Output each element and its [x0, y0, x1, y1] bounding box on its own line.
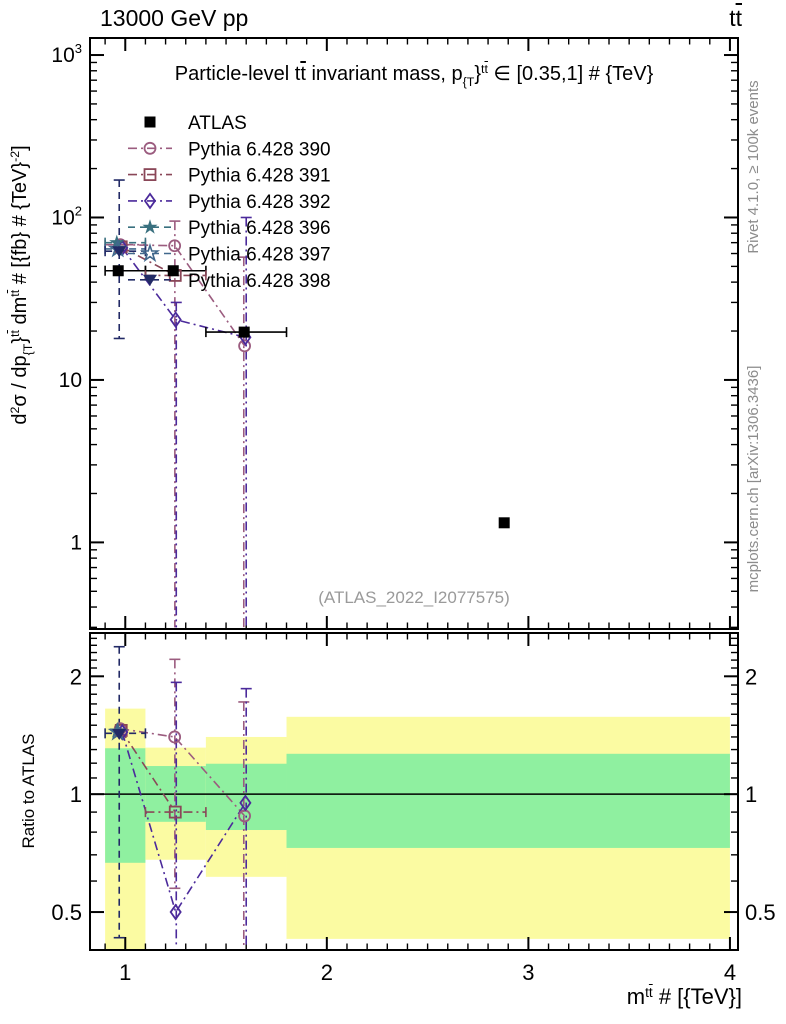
marker-p398-ratio	[112, 728, 127, 740]
marker-atlas-main	[167, 265, 179, 277]
legend-row-p397: Pythia 6.428 397	[128, 242, 331, 266]
ratio-uncertainty-bands	[105, 708, 730, 950]
marker-p398-legend	[143, 274, 157, 286]
x-tick-label-3: 3	[522, 960, 534, 985]
main-y-tick-label-1000: 103	[51, 41, 82, 67]
legend-label-p396: Pythia 6.428 396	[188, 218, 331, 239]
main-y-tick-label-1: 1	[70, 531, 82, 554]
panel-title: Particle-level tt invariant mass, p{T}tt…	[174, 62, 654, 89]
legend-label-p397: Pythia 6.428 397	[188, 245, 331, 266]
watermark-analysis-id: (ATLAS_2022_I2077575)	[318, 588, 510, 607]
legend: ATLAS Pythia 6.428 390 Pythia 6.428 391 Pyt…	[128, 113, 331, 292]
legend-label-atlas: ATLAS	[188, 113, 247, 134]
marker-p391-ratio	[168, 805, 182, 819]
marker-p390-ratio	[168, 730, 182, 744]
legend-row-p390: Pythia 6.428 390	[128, 139, 331, 160]
ratio-y-tick-label-left-0.5: 0.5	[51, 900, 82, 925]
legend-row-p391: Pythia 6.428 391	[128, 166, 331, 187]
legend-label-p390: Pythia 6.428 390	[188, 139, 331, 160]
marker-atlas-main	[238, 326, 250, 338]
ratio-y-tick-label-left-2: 2	[70, 664, 82, 689]
legend-row-p396: Pythia 6.428 396	[128, 218, 331, 239]
main-panel-frame	[89, 37, 739, 630]
side-note-mcplots: mcplots.cern.ch [arXiv:1306.3436]	[745, 365, 762, 593]
legend-row-atlas: ATLAS	[144, 113, 247, 134]
x-tick-label-1: 1	[119, 960, 131, 985]
marker-p392-main	[169, 311, 182, 329]
main-line-p390	[120, 243, 246, 347]
legend-row-p398: Pythia 6.428 398	[128, 271, 331, 292]
ratio-panel-frame	[89, 632, 739, 951]
x-axis-title: mtt # [{TeV}]	[626, 984, 742, 1009]
main-y-tick-label-10: 10	[59, 369, 82, 392]
marker-p390-ratio	[238, 809, 251, 823]
x-tick-label-2: 2	[321, 960, 333, 985]
side-note-rivet: Rivet 4.1.0, ≥ 100k events	[745, 80, 762, 254]
main-y-tick-label-100: 102	[51, 203, 82, 229]
ratio-y-tick-label-right-2: 2	[745, 664, 757, 689]
legend-label-p391: Pythia 6.428 391	[188, 166, 331, 187]
marker-p398-main	[112, 246, 127, 258]
band-green-bin0	[105, 748, 146, 863]
band-green-bin3	[286, 753, 730, 848]
x-tick-label-4: 4	[724, 960, 736, 985]
legend-label-p392: Pythia 6.428 392	[188, 192, 331, 213]
header-process: tt	[729, 5, 742, 31]
marker-p396-legend	[142, 219, 158, 234]
axis-ticks	[90, 38, 738, 950]
marker-p397-legend	[139, 242, 161, 263]
marker-p392-ratio	[239, 794, 252, 812]
marker-atlas-main	[498, 517, 510, 529]
panel-frames	[89, 37, 739, 951]
marker-p392-ratio	[169, 903, 182, 921]
ratio-line-p391	[120, 729, 176, 813]
marker-p390-main	[238, 339, 251, 353]
ratio-y-tick-label-right-1: 1	[745, 782, 757, 807]
legend-label-p398: Pythia 6.428 398	[188, 271, 331, 292]
marker-p391-legend	[143, 168, 157, 182]
marker-atlas-main	[112, 265, 124, 277]
header-beam-energy: 13000 GeV pp	[100, 5, 249, 31]
marker-p390-legend	[143, 141, 157, 155]
ratio-line-p392	[121, 731, 247, 915]
data-markers	[107, 234, 510, 921]
main-y-axis-title: d2σ / dp{T}tt dmtt # [{fb} # {TeV}-2]	[8, 145, 35, 425]
tick-labels: 1 10 102 103 1 2 3 4 0.5 0.5 1 1 2 2	[51, 41, 775, 985]
marker-p392-legend	[143, 192, 157, 210]
ratio-y-tick-label-left-1: 1	[70, 782, 82, 807]
marker-p390-main	[168, 239, 182, 253]
legend-row-p392: Pythia 6.428 392	[128, 192, 331, 213]
marker-atlas-legend	[144, 116, 156, 128]
ratio-y-axis-title: Ratio to ATLAS	[19, 733, 38, 849]
ratio-y-tick-label-right-0.5: 0.5	[745, 900, 776, 925]
